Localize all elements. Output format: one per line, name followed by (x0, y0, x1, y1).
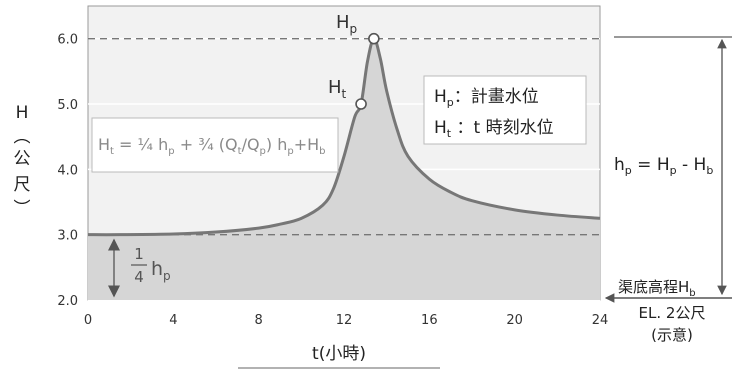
x-tick-label: 12 (336, 313, 353, 328)
point-ht (355, 98, 367, 110)
formula-box: Ht = ¼ hp + ¾ (Qt/Qp) hp+Hb (91, 117, 339, 173)
y-tick-label: 6.0 (57, 33, 78, 48)
legend-line-2: Ht ：t 時刻水位 (434, 118, 554, 140)
point-hp (368, 32, 380, 45)
quarter-hp-label: 1 4 h p (131, 245, 171, 286)
marked-points (355, 32, 380, 110)
x-tick-labels: 0 4 8 12 16 20 24 (84, 313, 608, 328)
y-axis-label-char: 公 (14, 149, 31, 169)
elevation-label-line1: EL. 2公尺 (639, 304, 706, 322)
y-axis-label-char: ︶ (14, 199, 31, 219)
x-tick-label: 20 (506, 313, 523, 328)
y-axis-label-char: 尺 (14, 175, 31, 195)
x-tick-label: 0 (84, 313, 92, 328)
y-axis-label-char: ︵ (14, 127, 31, 147)
legend-line-1: Hp：計畫水位 (434, 87, 539, 109)
svg-text:h: h (151, 258, 163, 280)
legend-box: Hp：計畫水位 Ht ：t 時刻水位 (423, 75, 587, 145)
y-tick-label: 2.0 (57, 294, 78, 309)
y-tick-label: 3.0 (57, 229, 78, 244)
ht-point-label: Ht (328, 77, 347, 101)
y-axis-label-char: H (16, 103, 29, 123)
y-tick-labels: 2.0 3.0 4.0 5.0 6.0 (57, 33, 78, 309)
hp-definition-label: hp = Hp - Hb (614, 155, 713, 177)
formula-text: Ht = ¼ hp + ¾ (Qt/Qp) hp+Hb (98, 135, 326, 157)
y-tick-label: 5.0 (57, 98, 78, 113)
x-axis-label: t(小時) (312, 344, 366, 364)
x-tick-label: 4 (169, 313, 177, 328)
y-axis-label: H ︵公尺 ︶ (14, 103, 31, 219)
water-level-curve (87, 37, 601, 237)
x-tick-label: 24 (592, 313, 609, 328)
y-tick-label: 4.0 (57, 163, 78, 178)
svg-text:p: p (163, 269, 171, 283)
x-tick-label: 16 (421, 313, 438, 328)
svg-text:1: 1 (134, 245, 144, 263)
svg-text:4: 4 (134, 268, 144, 286)
channel-bottom-label: 渠底高程Hb (618, 278, 696, 299)
elevation-label-line2: (示意) (651, 326, 693, 344)
hp-point-label: Hp (336, 12, 357, 36)
x-tick-label: 8 (255, 313, 263, 328)
